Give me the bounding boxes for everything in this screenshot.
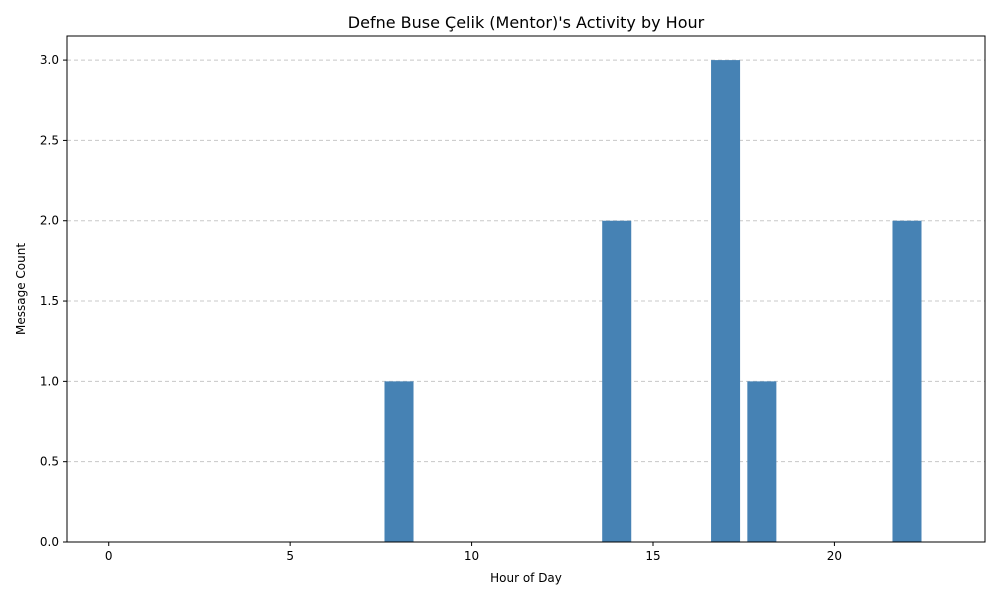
x-axis-ticks: 0 5 10 15 20	[105, 542, 842, 563]
x-tick-label: 20	[827, 549, 842, 563]
plot-frame	[66, 35, 986, 543]
bars	[384, 60, 922, 542]
x-tick-label: 10	[464, 549, 479, 563]
y-tick-label: 1.5	[40, 294, 59, 308]
bar-hour-8	[384, 381, 414, 542]
x-tick-label: 15	[645, 549, 660, 563]
chart-title: Defne Buse Çelik (Mentor)'s Activity by …	[348, 13, 705, 32]
y-axis-label: Message Count	[14, 243, 28, 335]
y-tick-label: 0.0	[40, 535, 59, 549]
y-axis-ticks: 0.0 0.5 1.0 1.5 2.0 2.5 3.0	[40, 53, 67, 549]
y-tick-label: 2.5	[40, 133, 59, 147]
gridlines	[67, 59, 985, 543]
x-tick-label: 5	[286, 549, 294, 563]
y-tick-label: 2.0	[40, 214, 59, 228]
x-axis-label: Hour of Day	[490, 571, 562, 585]
x-tick-label: 0	[105, 549, 113, 563]
bar-hour-17	[711, 60, 741, 542]
bar-hour-18	[747, 381, 777, 542]
y-tick-label: 0.5	[40, 455, 59, 469]
bar-hour-14	[602, 220, 632, 542]
y-tick-label: 3.0	[40, 53, 59, 67]
y-tick-label: 1.0	[40, 374, 59, 388]
bar-hour-22	[892, 220, 922, 542]
